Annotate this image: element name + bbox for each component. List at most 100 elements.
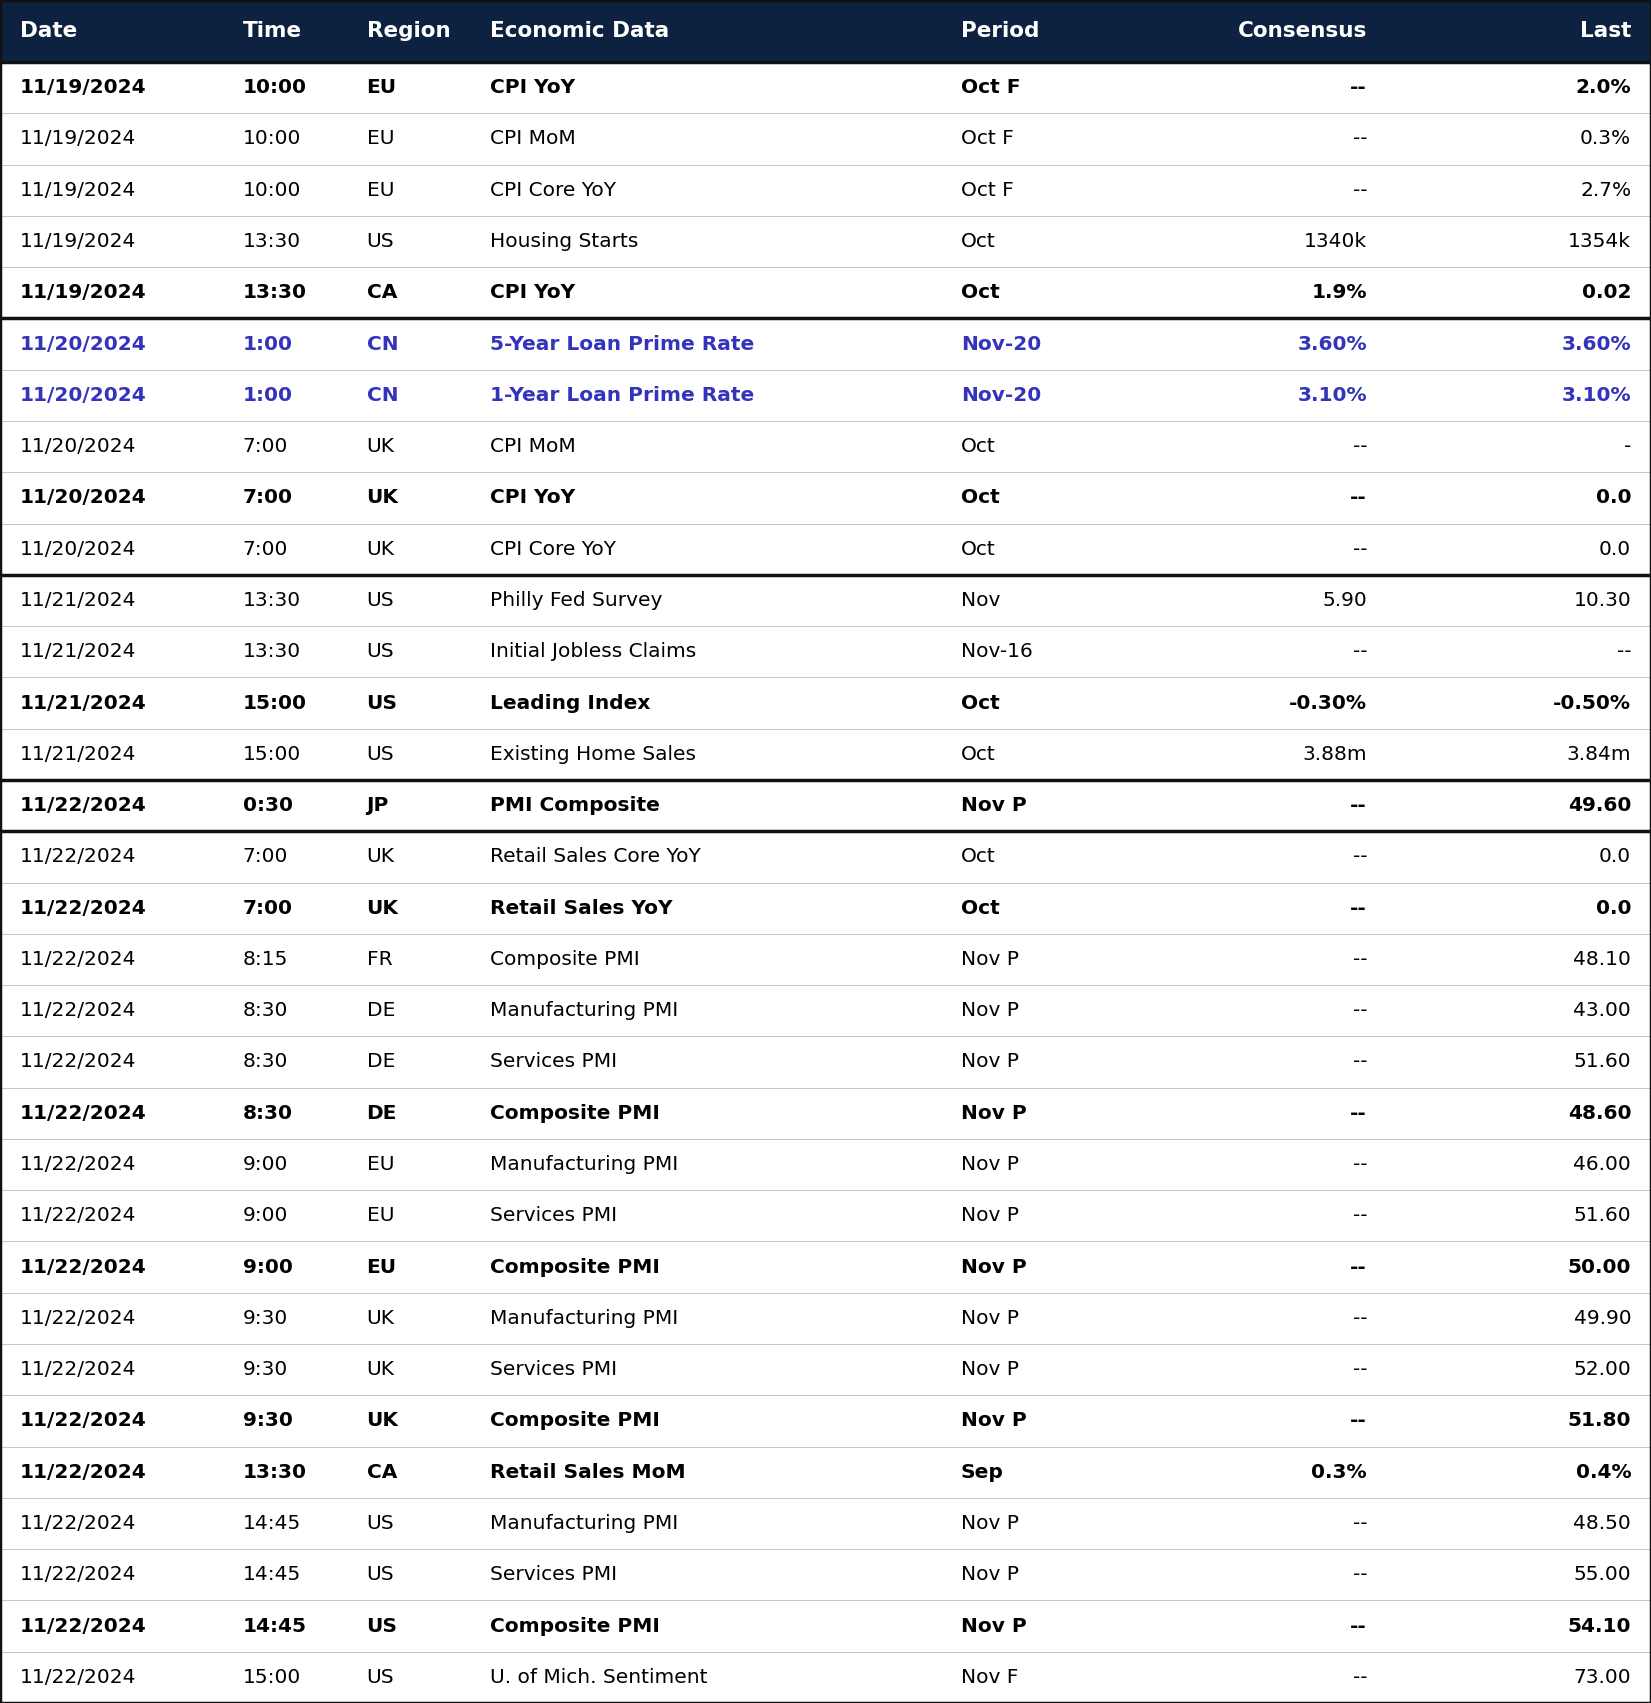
Text: US: US bbox=[367, 591, 395, 610]
Text: --: -- bbox=[1352, 1565, 1367, 1584]
Text: CPI YoY: CPI YoY bbox=[490, 78, 576, 97]
Text: EU: EU bbox=[367, 78, 396, 97]
Text: 1:00: 1:00 bbox=[243, 334, 292, 354]
Text: CPI YoY: CPI YoY bbox=[490, 489, 576, 507]
Text: Retail Sales Core YoY: Retail Sales Core YoY bbox=[490, 848, 702, 867]
Text: Philly Fed Survey: Philly Fed Survey bbox=[490, 591, 662, 610]
Text: 8:30: 8:30 bbox=[243, 1052, 287, 1071]
Text: --: -- bbox=[1352, 848, 1367, 867]
Text: Services PMI: Services PMI bbox=[490, 1361, 617, 1379]
Text: 13:30: 13:30 bbox=[243, 1463, 307, 1482]
Text: Nov P: Nov P bbox=[961, 795, 1027, 816]
Text: 11/22/2024: 11/22/2024 bbox=[20, 1412, 147, 1431]
Text: CPI MoM: CPI MoM bbox=[490, 438, 576, 456]
Text: US: US bbox=[367, 744, 395, 765]
Text: 11/22/2024: 11/22/2024 bbox=[20, 1616, 147, 1635]
Text: Composite PMI: Composite PMI bbox=[490, 1104, 660, 1122]
Text: --: -- bbox=[1352, 129, 1367, 148]
Text: US: US bbox=[367, 1514, 395, 1533]
Text: 8:30: 8:30 bbox=[243, 1104, 292, 1122]
Text: 11/21/2024: 11/21/2024 bbox=[20, 693, 147, 712]
Text: --: -- bbox=[1352, 1667, 1367, 1688]
Text: 11/19/2024: 11/19/2024 bbox=[20, 283, 147, 301]
Text: 11/22/2024: 11/22/2024 bbox=[20, 1565, 137, 1584]
Text: 11/22/2024: 11/22/2024 bbox=[20, 1310, 137, 1328]
Text: 11/22/2024: 11/22/2024 bbox=[20, 899, 147, 918]
Text: 14:45: 14:45 bbox=[243, 1514, 300, 1533]
Text: 11/19/2024: 11/19/2024 bbox=[20, 129, 135, 148]
Text: 9:00: 9:00 bbox=[243, 1257, 292, 1277]
Text: UK: UK bbox=[367, 489, 398, 507]
Text: 0.3%: 0.3% bbox=[1580, 129, 1631, 148]
Text: UK: UK bbox=[367, 438, 395, 456]
Bar bbox=[0, 627, 1651, 678]
Text: US: US bbox=[367, 693, 398, 712]
Text: --: -- bbox=[1351, 1257, 1367, 1277]
Text: 3.84m: 3.84m bbox=[1567, 744, 1631, 765]
Text: --: -- bbox=[1351, 1104, 1367, 1122]
Text: --: -- bbox=[1352, 642, 1367, 661]
Text: --: -- bbox=[1352, 1310, 1367, 1328]
Text: Composite PMI: Composite PMI bbox=[490, 1616, 660, 1635]
Text: 9:30: 9:30 bbox=[243, 1412, 292, 1431]
Text: 11/20/2024: 11/20/2024 bbox=[20, 438, 137, 456]
Text: Services PMI: Services PMI bbox=[490, 1206, 617, 1226]
Text: CPI Core YoY: CPI Core YoY bbox=[490, 181, 616, 199]
Text: Manufacturing PMI: Manufacturing PMI bbox=[490, 1155, 679, 1173]
Text: UK: UK bbox=[367, 1361, 395, 1379]
Text: 7:00: 7:00 bbox=[243, 489, 292, 507]
Text: 51.60: 51.60 bbox=[1573, 1206, 1631, 1226]
Text: Oct: Oct bbox=[961, 744, 996, 765]
Text: 1.9%: 1.9% bbox=[1311, 283, 1367, 301]
Text: 48.50: 48.50 bbox=[1573, 1514, 1631, 1533]
Text: Period: Period bbox=[961, 20, 1038, 41]
Text: Oct F: Oct F bbox=[961, 129, 1014, 148]
Text: 7:00: 7:00 bbox=[243, 848, 287, 867]
Text: -0.50%: -0.50% bbox=[1554, 693, 1631, 712]
Text: 3.88m: 3.88m bbox=[1303, 744, 1367, 765]
Text: CA: CA bbox=[367, 1463, 396, 1482]
Text: 13:30: 13:30 bbox=[243, 591, 300, 610]
Text: CA: CA bbox=[367, 283, 396, 301]
Text: Oct: Oct bbox=[961, 693, 999, 712]
Bar bbox=[0, 1139, 1651, 1190]
Text: Housing Starts: Housing Starts bbox=[490, 232, 639, 250]
Text: 7:00: 7:00 bbox=[243, 899, 292, 918]
Text: 11/22/2024: 11/22/2024 bbox=[20, 1361, 137, 1379]
Text: UK: UK bbox=[367, 899, 398, 918]
Bar bbox=[0, 882, 1651, 933]
Bar bbox=[0, 729, 1651, 780]
Text: 11/22/2024: 11/22/2024 bbox=[20, 1463, 147, 1482]
Text: --: -- bbox=[1352, 1155, 1367, 1173]
Text: 1340k: 1340k bbox=[1304, 232, 1367, 250]
Text: 11/22/2024: 11/22/2024 bbox=[20, 848, 137, 867]
Text: US: US bbox=[367, 1565, 395, 1584]
Text: Nov P: Nov P bbox=[961, 1052, 1019, 1071]
Text: Nov-16: Nov-16 bbox=[961, 642, 1032, 661]
Bar bbox=[0, 831, 1651, 882]
Text: US: US bbox=[367, 1616, 398, 1635]
Text: 11/20/2024: 11/20/2024 bbox=[20, 540, 137, 559]
Text: 11/22/2024: 11/22/2024 bbox=[20, 1155, 137, 1173]
Text: Nov P: Nov P bbox=[961, 1361, 1019, 1379]
Text: Nov P: Nov P bbox=[961, 1514, 1019, 1533]
Text: Services PMI: Services PMI bbox=[490, 1052, 617, 1071]
Bar bbox=[0, 576, 1651, 627]
Text: 15:00: 15:00 bbox=[243, 1667, 300, 1688]
Bar bbox=[0, 1550, 1651, 1601]
Text: DE: DE bbox=[367, 1001, 395, 1020]
Text: 73.00: 73.00 bbox=[1573, 1667, 1631, 1688]
Text: Oct: Oct bbox=[961, 438, 996, 456]
Text: EU: EU bbox=[367, 1206, 395, 1226]
Text: CPI Core YoY: CPI Core YoY bbox=[490, 540, 616, 559]
Text: 9:00: 9:00 bbox=[243, 1155, 287, 1173]
Bar bbox=[0, 267, 1651, 318]
Text: 11/19/2024: 11/19/2024 bbox=[20, 232, 135, 250]
Text: UK: UK bbox=[367, 540, 395, 559]
Text: Initial Jobless Claims: Initial Jobless Claims bbox=[490, 642, 697, 661]
Text: 46.00: 46.00 bbox=[1573, 1155, 1631, 1173]
Text: PMI Composite: PMI Composite bbox=[490, 795, 660, 816]
Text: --: -- bbox=[1352, 181, 1367, 199]
Bar bbox=[0, 1293, 1651, 1344]
Text: 11/22/2024: 11/22/2024 bbox=[20, 1052, 137, 1071]
